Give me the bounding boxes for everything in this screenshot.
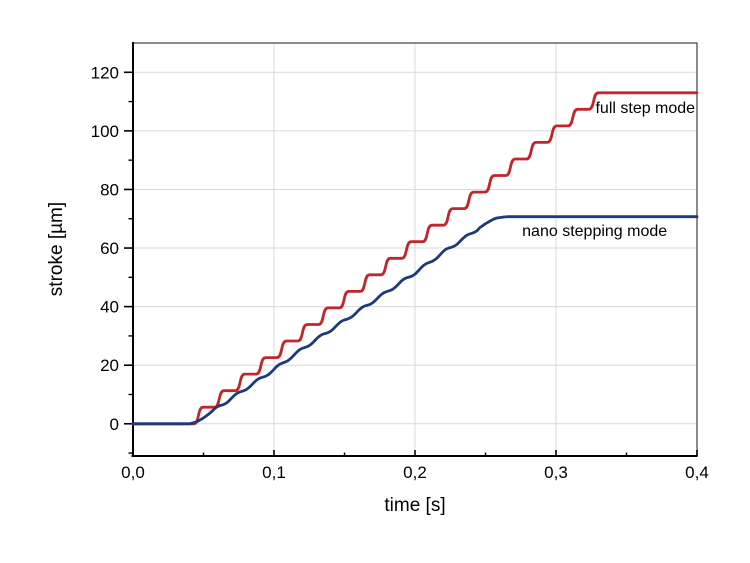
x-tick-label: 0,3	[544, 463, 568, 482]
y-tick-label: 0	[110, 415, 119, 434]
nano-stepping-mode-label: nano stepping mode	[522, 223, 667, 240]
x-tick-label: 0,1	[262, 463, 286, 482]
y-tick-label: 60	[100, 239, 119, 258]
full-step-mode-label: full step mode	[595, 100, 695, 117]
y-tick-label: 40	[100, 298, 119, 317]
y-tick-label: 20	[100, 356, 119, 375]
x-tick-label: 0,0	[121, 463, 145, 482]
y-tick-label: 120	[91, 63, 119, 82]
x-axis-title: time [s]	[384, 495, 445, 516]
x-tick-label: 0,2	[403, 463, 427, 482]
series-full-step-mode-line	[131, 91, 699, 426]
x-tick-label: 0,4	[685, 463, 709, 482]
y-tick-label: 80	[100, 180, 119, 199]
series-nano-stepping-mode-line	[131, 215, 699, 426]
y-tick-label: 100	[91, 122, 119, 141]
axis-tick-labels: 0,0 0,1 0,2 0,3 0,4 0 20 40 60 80 100 120	[91, 63, 709, 482]
gridlines	[133, 43, 697, 456]
y-axis-title: stroke [µm]	[46, 202, 67, 296]
